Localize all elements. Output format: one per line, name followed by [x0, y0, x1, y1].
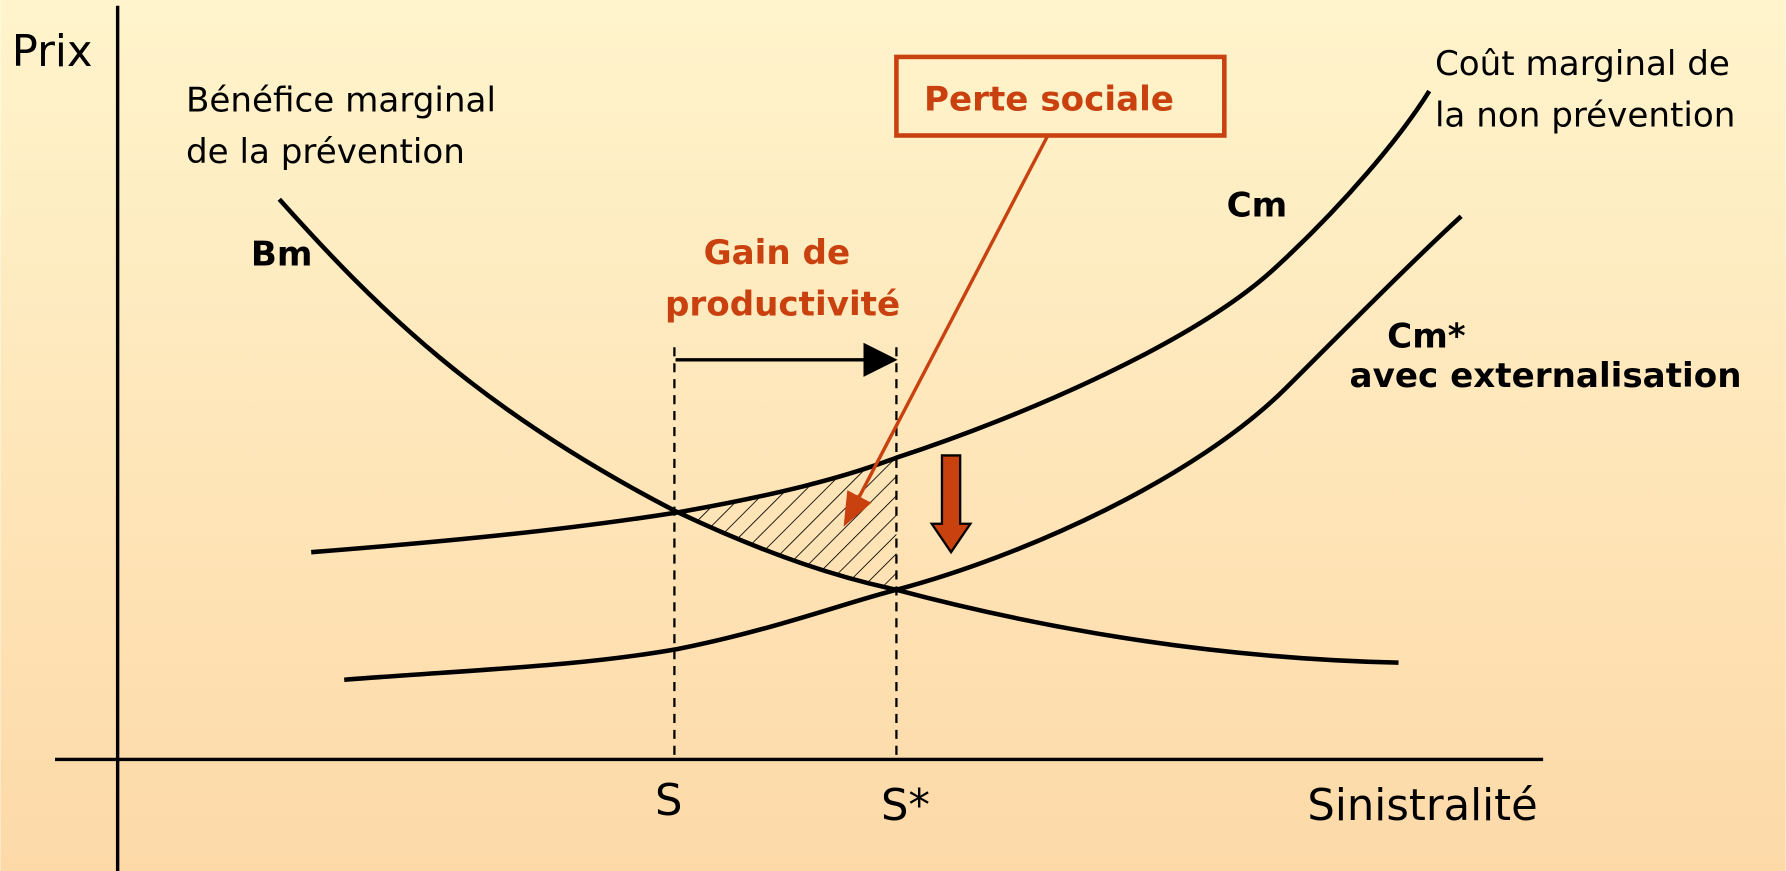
gain-label: Gain de: [704, 233, 851, 273]
hatched-area: [677, 457, 897, 590]
curve-description: de la prévention: [186, 132, 465, 172]
y-label: Prix: [12, 27, 93, 77]
curve-label: Bm: [251, 234, 313, 274]
cm-star-curve: [344, 214, 1463, 682]
loss-box: [894, 54, 1227, 138]
curve-label: Cm: [1227, 185, 1288, 225]
gain-label: productivité: [665, 284, 900, 324]
x-label: Sinistralité: [1307, 781, 1537, 831]
loss-pointer: [843, 134, 1050, 527]
curve-label: Cm*: [1387, 316, 1466, 356]
loss-label: Perte sociale: [924, 79, 1174, 119]
curve-description: avec externalisation: [1350, 356, 1742, 396]
cm-curve: [311, 89, 1432, 555]
curve-description: Bénéfice marginal: [186, 81, 496, 121]
x-point: S*: [881, 781, 930, 831]
curve-description: Coût marginal de: [1435, 44, 1730, 84]
curve-description: la non prévention: [1435, 95, 1735, 135]
x-point: S: [655, 776, 682, 826]
bm-curve: [277, 197, 1399, 665]
down-arrow: [929, 454, 973, 555]
